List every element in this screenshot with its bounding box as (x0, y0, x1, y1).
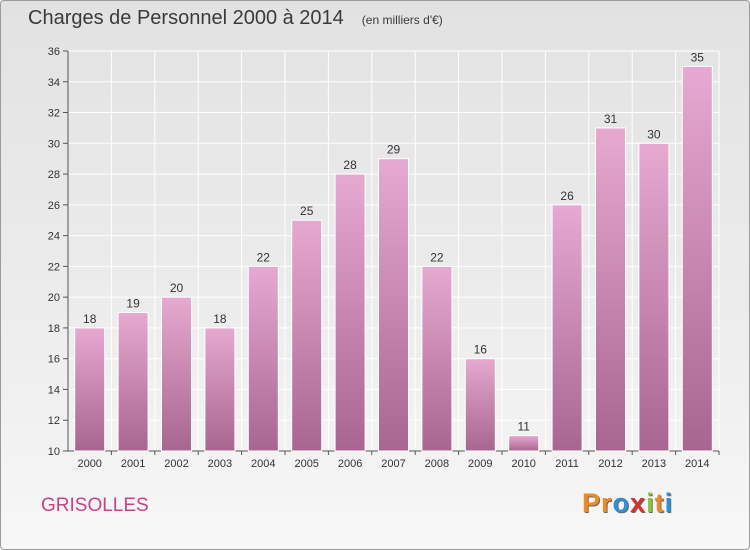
labels: 10 12 14 16 18 20 22 24 26 28 30 32 34 36 18 2000 19 2001… (48, 46, 710, 470)
y-tick-label: 24 (48, 231, 60, 243)
bar (334, 173, 366, 452)
bar (638, 142, 670, 452)
y-tick-label: 34 (48, 77, 60, 89)
value-label: 30 (647, 127, 661, 141)
bar (204, 327, 236, 452)
x-tick-label: 2014 (685, 458, 709, 470)
value-label: 31 (604, 112, 618, 126)
x-tick-label: 2007 (381, 458, 405, 470)
value-label: 11 (517, 420, 530, 434)
value-label: 18 (213, 312, 227, 326)
logo-letter: P (582, 488, 602, 518)
bar (247, 265, 279, 452)
value-label: 29 (387, 143, 401, 157)
x-tick-label: 2000 (77, 458, 101, 470)
value-label: 22 (257, 250, 271, 264)
bar (508, 435, 540, 452)
x-tick-label: 2003 (208, 458, 232, 470)
bar (378, 158, 409, 452)
x-tick-label: 2006 (338, 458, 362, 470)
logo-letter: o (612, 488, 631, 518)
value-label: 26 (560, 189, 574, 203)
logo-letter: i (664, 488, 674, 518)
x-tick-label: 2001 (121, 458, 145, 470)
y-tick-label: 30 (48, 138, 60, 150)
bar (117, 312, 149, 452)
y-tick-label: 28 (48, 169, 60, 181)
chart-subtitle: (en milliers d'€) (361, 13, 443, 27)
x-tick-label: 2013 (642, 458, 666, 470)
y-tick-label: 20 (48, 292, 60, 304)
x-tick-label: 2002 (164, 458, 188, 470)
value-label: 22 (430, 250, 444, 264)
value-label: 19 (126, 297, 140, 311)
x-tick-label: 2004 (251, 458, 275, 470)
y-tick-label: 14 (48, 384, 60, 396)
logo-letter: i (646, 488, 655, 518)
x-tick-label: 2009 (468, 458, 492, 470)
y-tick-label: 32 (48, 108, 60, 120)
x-tick-label: 2005 (294, 458, 318, 470)
y-tick-label: 10 (48, 446, 60, 458)
bar (421, 265, 453, 452)
bar (595, 127, 626, 452)
bar (291, 219, 323, 452)
bar (551, 204, 583, 452)
bar (464, 358, 496, 452)
x-tick-label: 2012 (598, 458, 622, 470)
proxiti-logo[interactable]: Proxiti (582, 488, 673, 519)
bar (161, 296, 192, 452)
value-label: 20 (170, 281, 184, 295)
x-tick-label: 2008 (425, 458, 449, 470)
value-label: 25 (300, 204, 314, 218)
logo-letter: r (601, 488, 613, 518)
bar (74, 327, 106, 452)
logo-letter: t (654, 488, 665, 518)
x-tick-label: 2010 (511, 458, 535, 470)
title-row: Charges de Personnel 2000 à 2014 (en mill… (28, 7, 443, 30)
y-tick-label: 22 (48, 261, 60, 273)
value-label: 16 (474, 343, 488, 357)
value-label: 18 (83, 312, 97, 326)
y-tick-label: 12 (48, 415, 60, 427)
chart-title: Charges de Personnel 2000 à 2014 (28, 7, 344, 29)
y-tick-label: 26 (48, 200, 60, 212)
y-tick-label: 36 (48, 46, 60, 58)
bars (74, 65, 713, 452)
y-tick-label: 18 (48, 323, 60, 335)
x-tick-label: 2011 (555, 458, 579, 470)
value-label: 28 (343, 158, 357, 172)
value-label: 35 (691, 50, 705, 64)
logo-letter: x (630, 488, 647, 518)
y-tick-label: 16 (48, 354, 60, 366)
bar (681, 65, 713, 452)
town-name: GRISOLLES (41, 495, 149, 516)
